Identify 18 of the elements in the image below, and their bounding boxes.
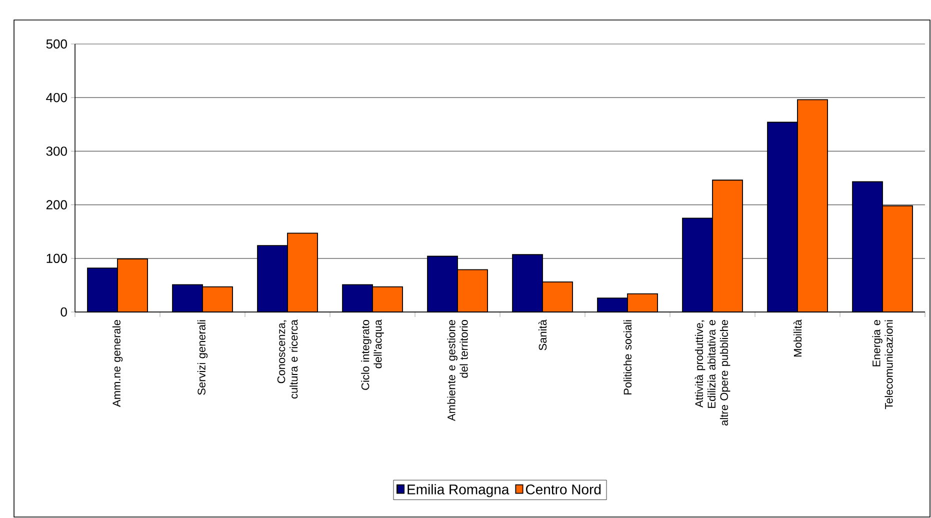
legend-label: Emilia Romagna bbox=[408, 484, 510, 498]
x-tick-label: Mobilità bbox=[793, 320, 802, 357]
x-tick-label: Ambiente e gestione del territorio bbox=[447, 320, 468, 422]
x-tick-label: Ciclo integrato dell'acqua bbox=[361, 320, 384, 390]
x-tick-label: Energia e Telecomunicazioni bbox=[872, 320, 893, 410]
y-tick-label: 500 bbox=[46, 39, 67, 49]
y-tick-label: 0 bbox=[60, 307, 67, 317]
x-tick-label: Politiche sociali bbox=[623, 320, 632, 394]
x-tick-label: Conoscenza, cultura e ricerca bbox=[277, 320, 298, 399]
y-tick-label: 200 bbox=[46, 200, 67, 210]
legend-label: Centro Nord bbox=[526, 484, 601, 494]
y-tick-label: 100 bbox=[46, 254, 67, 263]
x-tick-label: Amm.ne generale bbox=[112, 320, 123, 407]
y-tick-label: 400 bbox=[46, 92, 67, 102]
x-tick-label: Attività produttive, Edilizia abitativa e altre Opere pubbliche bbox=[694, 320, 730, 426]
x-tick-label: Sanità bbox=[538, 320, 547, 350]
x-tick-label: Servizi generali bbox=[197, 320, 208, 395]
y-tick-label: 300 bbox=[46, 146, 67, 156]
